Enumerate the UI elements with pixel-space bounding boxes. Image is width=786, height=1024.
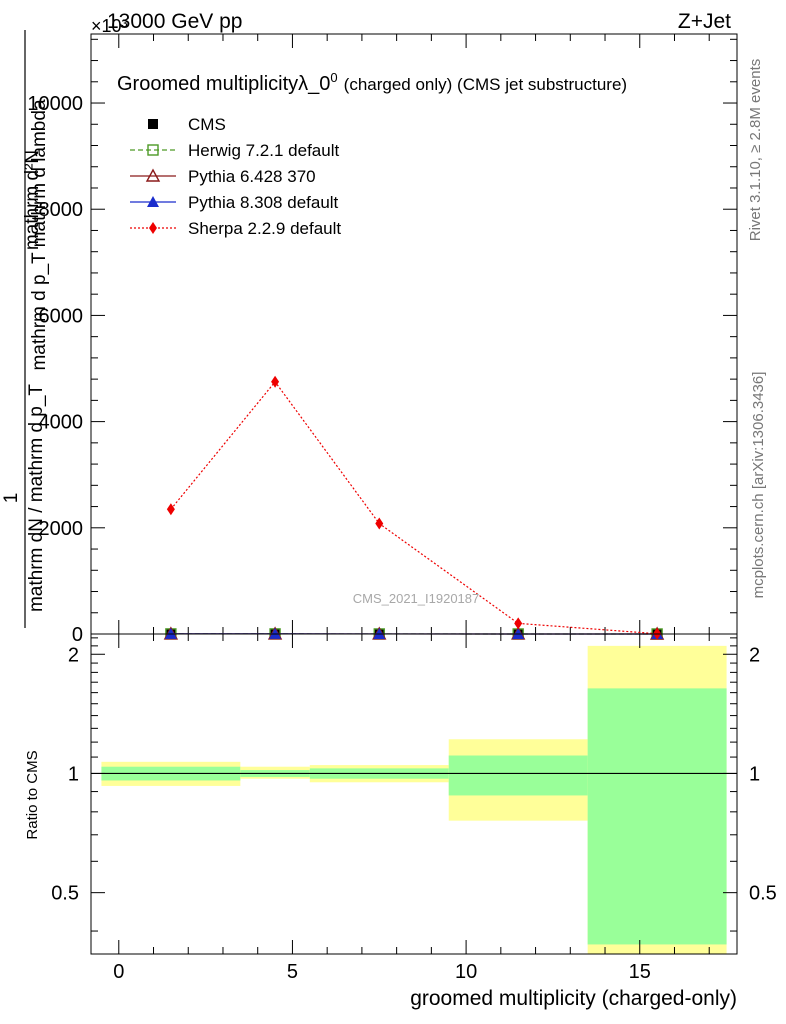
series-point-4 [271,375,280,388]
legend-item: Herwig 7.2.1 default [130,141,339,160]
rivet-label: Rivet 3.1.10, ≥ 2.8M events [747,59,764,242]
ratio-panel: 0 5 10 15 0.5 0.5 1 1 2 2 Ratio to CMS groomed mu… [24,633,777,1010]
main-y-tick-label: 10000 [27,93,83,115]
ratio-bands [91,645,737,954]
ratio-y-tick-label: 0.5 [51,883,79,905]
legend-label: Herwig 7.2.1 default [188,141,339,160]
energy-label: 13000 GeV pp [107,10,242,33]
main-y-tick-label: 8000 [39,199,84,221]
legend-label: CMS [188,115,226,134]
multiplier-label: ×10³ [91,16,128,36]
ratio-y-tick-label: 2 [68,644,79,666]
main-title: Groomed multiplicityλ_00 (charged only) (… [117,70,627,95]
main-y-tick-label: 0 [72,624,83,646]
ratio-frame [90,633,738,955]
ratio-y-tick-label: 1 [68,763,79,785]
ratio-axes: 0 5 10 15 0.5 0.5 1 1 2 2 [51,634,777,983]
analysis-tag: CMS_2021_I1920187 [353,591,480,606]
ratio-y-tick-label-right: 1 [749,763,760,785]
main-x-ticks [118,34,710,634]
title-suffix: (charged only) (CMS jet substructure) [344,75,627,94]
legend-item: Sherpa 2.2.9 default [130,219,341,238]
x-tick-label: 0 [113,961,124,983]
ylabel-denominator: mathrm d p_T mathrm d lambda [29,99,50,370]
mcplots-label: mcplots.cern.ch [arXiv:1306.3436] [750,372,767,599]
legend-label: Pythia 8.308 default [188,193,339,212]
legend-marker [148,119,158,129]
stat-uncertainty-band [587,688,727,945]
title-superscript: 0 [330,70,337,85]
legend-label: Sherpa 2.2.9 default [188,219,341,238]
series-point-3 [373,627,386,639]
main-panel: 0 2000 4000 6000 8000 10000 Groomed multiplic… [1,30,738,646]
ratio-y-tick-label-right: 2 [749,644,760,666]
legend-item: CMS [148,115,226,134]
main-y-axis: 0 2000 4000 6000 8000 10000 [27,38,737,646]
ylabel-inner-numerator: 1 [1,493,22,504]
legend-marker [147,144,159,156]
series-point-3 [512,627,525,639]
legend-item: Pythia 6.428 370 [130,167,316,186]
ratio-y-label: Ratio to CMS [24,750,41,839]
series-point-4 [166,503,175,516]
main-y-tick-label: 6000 [39,305,84,327]
x-tick-label: 10 [455,961,477,983]
series-point-4 [375,517,384,530]
legend-marker [145,168,161,182]
series-point-4 [514,617,523,630]
x-axis-label: groomed multiplicity (charged-only) [410,987,737,1010]
x-tick-label: 5 [287,961,298,983]
ratio-y-tick-label-right: 0.5 [749,883,777,905]
ylabel-inner-denominator: mathrm dN / mathrm d p_T [26,384,47,612]
x-tick-label: 15 [629,961,651,983]
title-main: Groomed multiplicityλ_0 [117,73,330,95]
main-y-label: mathrm d²N mathrm d p_T mathrm d lambda … [1,30,50,628]
legend: CMS Herwig 7.2.1 default Pythia 6.428 370 P… [130,115,341,238]
ylabel-top: mathrm d²N [22,150,43,250]
main-y-tick-label: 4000 [39,412,84,434]
process-label: Z+Jet [678,10,731,33]
main-y-tick-label: 2000 [39,518,84,540]
stat-uncertainty-band [448,755,588,796]
legend-label: Pythia 6.428 370 [188,167,316,186]
legend-marker [147,196,159,207]
legend-item: Pythia 8.308 default [130,193,339,212]
series-point-3 [269,627,282,639]
legend-marker [149,222,157,234]
series-point-3 [164,627,177,639]
